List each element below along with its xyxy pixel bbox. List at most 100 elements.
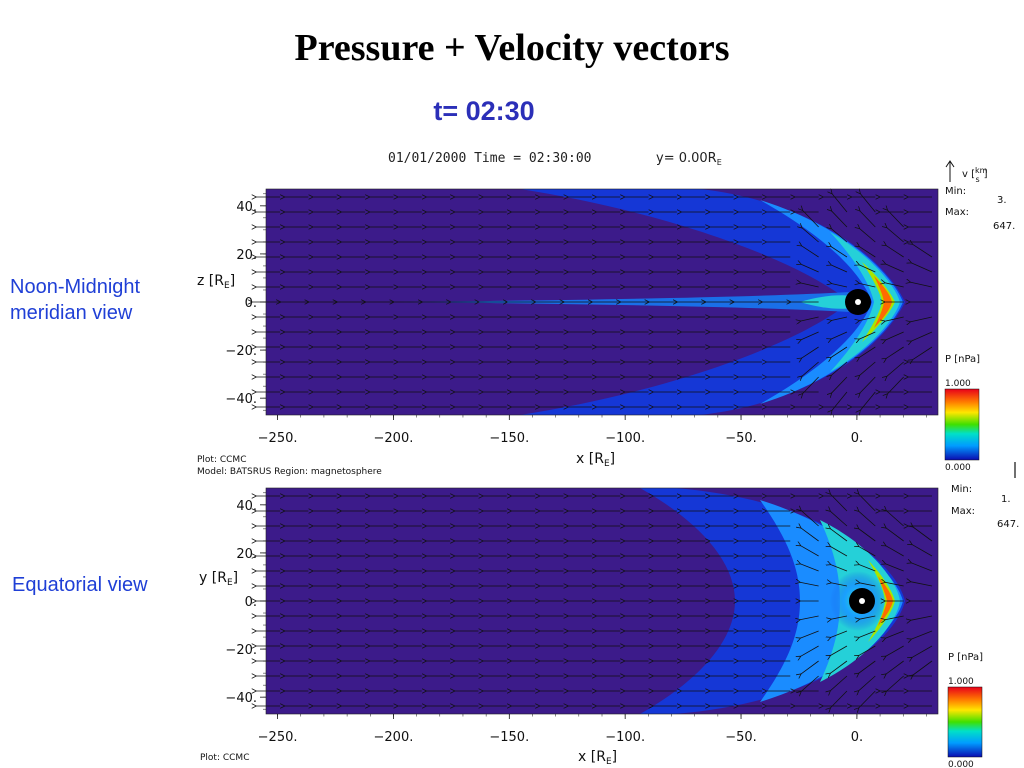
velocity-vector xyxy=(800,630,819,638)
velocity-vector xyxy=(831,283,848,288)
velocity-vector xyxy=(912,346,933,360)
y-tick-label: 0. xyxy=(245,595,257,610)
velocity-vector xyxy=(830,690,848,708)
meridian-footer-model: Model: BATSRUS Region: magnetosphere xyxy=(197,467,382,477)
equatorial-colorbar xyxy=(947,686,983,758)
velocity-vector xyxy=(860,193,876,213)
velocity-vector xyxy=(859,630,876,637)
y-tick-label: 0. xyxy=(245,296,257,311)
meridian-earth-core xyxy=(855,299,861,305)
y-tick-label: 20. xyxy=(236,547,257,562)
velocity-vector xyxy=(830,546,848,557)
velocity-vector xyxy=(801,528,819,542)
slide-title: Pressure + Velocity vectors xyxy=(294,27,730,69)
equatorial-footer-plot: Plot: CCMC xyxy=(200,753,249,763)
velocity-vector xyxy=(801,264,819,273)
plot-header: 01/01/2000 Time = 02:30:00 xyxy=(388,151,592,166)
velocity-vector xyxy=(831,229,848,243)
velocity-vector xyxy=(830,564,848,572)
x-tick-label: 0. xyxy=(851,730,863,745)
equatorial-panel: −250. −200. −150. −100. −50. 0. 40. 20. 0. −20. −4… xyxy=(225,487,939,745)
velocity-vector xyxy=(885,615,904,620)
plot-header-y: y= 0.00RE xyxy=(656,151,722,167)
meridian-sheath-outer xyxy=(520,189,905,415)
y-tick-label: −40. xyxy=(225,392,257,407)
meridian-vmax-value: 647. xyxy=(993,221,1015,232)
velocity-vector xyxy=(830,529,848,542)
velocity-vector xyxy=(830,630,848,638)
velocity-vector xyxy=(859,265,876,273)
velocity-vector xyxy=(911,331,933,341)
y-tick-label: −40. xyxy=(225,691,257,706)
velocity-vector xyxy=(860,391,876,411)
velocity-vector xyxy=(859,246,876,258)
velocity-vector xyxy=(886,675,904,692)
equatorial-vmax-label: Max: xyxy=(951,506,975,517)
x-tick-label: −250. xyxy=(258,431,298,446)
equatorial-vmin-label: Min: xyxy=(951,484,972,495)
velocity-vector xyxy=(801,246,819,258)
velocity-vector xyxy=(859,660,876,673)
velocity-vector xyxy=(831,376,848,393)
velocity-vector xyxy=(912,645,933,658)
equatorial-earth-core xyxy=(859,598,865,604)
velocity-vector xyxy=(913,527,933,542)
meridian-plasma-sheet-core xyxy=(800,295,852,309)
velocity-vector xyxy=(912,244,933,258)
y-tick-label: −20. xyxy=(225,344,257,359)
velocity-vector xyxy=(859,645,876,656)
velocity-vector xyxy=(860,211,876,228)
velocity-vector xyxy=(887,227,904,243)
x-tick-label: 0. xyxy=(851,431,863,446)
velocity-vector xyxy=(859,316,876,321)
velocity-vector xyxy=(830,645,848,656)
velocity-vector xyxy=(886,245,904,258)
velocity-vector xyxy=(801,660,819,674)
velocity-vector xyxy=(887,376,904,394)
equatorial-velocity-vectors xyxy=(256,494,933,708)
velocity-vector xyxy=(910,316,933,322)
equatorial-vmin-value: 1. xyxy=(1001,494,1011,505)
velocity-vector xyxy=(831,331,848,339)
meridian-colorbar-min: 0.000 xyxy=(945,463,971,473)
x-tick-label: −100. xyxy=(605,730,645,745)
velocity-vector xyxy=(887,210,904,228)
velocity-vector xyxy=(913,660,933,675)
meridian-footer-plot: Plot: CCMC xyxy=(197,455,246,465)
x-tick-label: −100. xyxy=(605,431,645,446)
equatorial-legend: Min: 1. Max: 647. P [nPa] 1.000 0.000 xyxy=(947,484,1019,768)
equatorial-view-label: Equatorial view xyxy=(12,574,148,596)
velocity-vector xyxy=(859,529,876,542)
velocity-vector xyxy=(886,528,904,542)
velocity-vector xyxy=(910,615,933,620)
x-tick-label: −50. xyxy=(725,431,757,446)
meridian-view-label-line2: meridian view xyxy=(10,302,133,324)
equatorial-vmax-value: 647. xyxy=(997,519,1019,530)
velocity-vector xyxy=(859,675,876,691)
velocity-vector xyxy=(859,615,876,619)
velocity-vector xyxy=(887,361,904,377)
velocity-vector xyxy=(800,546,819,557)
velocity-vector xyxy=(911,563,933,572)
equatorial-colorbar-max: 1.000 xyxy=(948,677,974,687)
velocity-vector xyxy=(831,247,848,258)
velocity-vector xyxy=(910,282,933,288)
velocity-vector xyxy=(831,316,848,321)
velocity-vector xyxy=(800,564,819,572)
y-tick-label: 20. xyxy=(236,248,257,263)
velocity-vector xyxy=(801,346,819,358)
velocity-vector xyxy=(830,494,848,512)
velocity-vector xyxy=(859,331,876,339)
meridian-view-label-line1: Noon-Midnight xyxy=(10,276,141,298)
meridian-x-axis-label: x [RE] xyxy=(576,451,615,469)
velocity-vector xyxy=(859,546,876,557)
meridian-velocity-vectors xyxy=(252,193,933,411)
meridian-axes: −250. −200. −150. −100. −50. 0. 40. 20. 0. −20. −4… xyxy=(225,193,927,446)
velocity-vector xyxy=(830,511,848,527)
velocity-vector xyxy=(802,376,819,394)
velocity-vector xyxy=(886,510,904,527)
velocity-vector xyxy=(860,376,876,393)
velocity-vector xyxy=(885,264,904,273)
velocity-vector xyxy=(831,265,848,273)
velocity-vector xyxy=(859,228,876,243)
